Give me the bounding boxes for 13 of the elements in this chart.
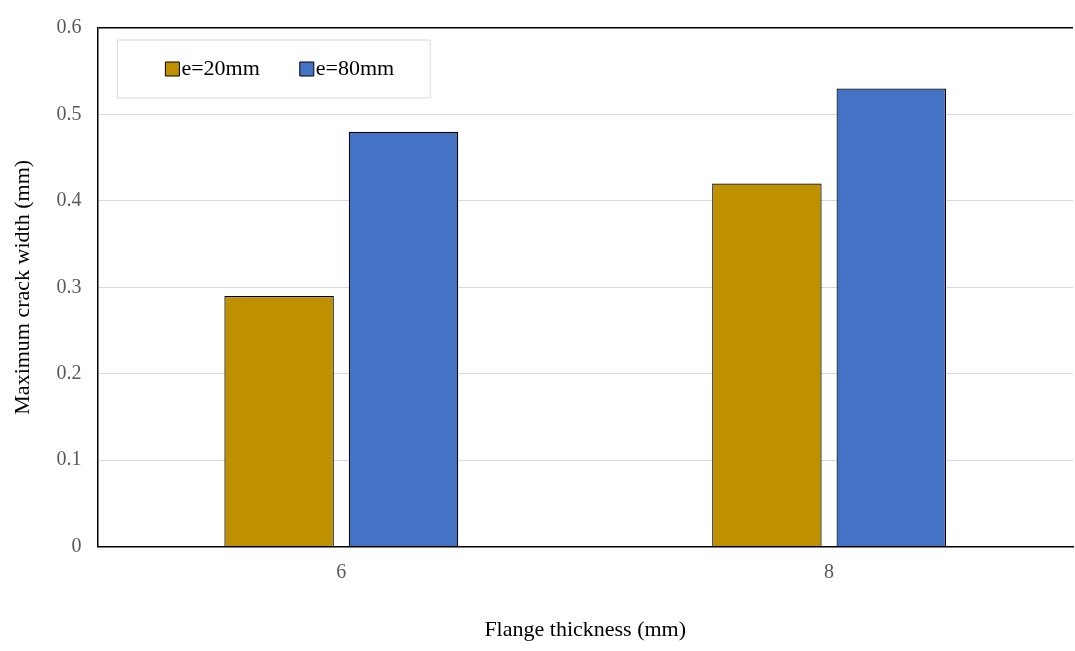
x-axis-title: Flange thickness (mm) xyxy=(484,615,687,641)
y-tick-label: 0.1 xyxy=(56,447,82,470)
y-tick-label: 0.5 xyxy=(56,101,82,124)
y-tick-label: 0.3 xyxy=(56,274,82,297)
legend-label: e=80mm xyxy=(315,54,395,80)
y-tick-label: 0.4 xyxy=(56,188,82,211)
y-axis-title: Maximum crack width (mm) xyxy=(8,159,34,415)
y-tick-label: 0 xyxy=(71,533,82,556)
x-tick-label: 8 xyxy=(824,559,835,582)
y-tick-label: 0.2 xyxy=(56,360,82,383)
x-tick-label: 6 xyxy=(336,559,347,582)
legend-label: e=20mm xyxy=(181,54,260,80)
y-tick-label: 0.6 xyxy=(56,15,82,38)
